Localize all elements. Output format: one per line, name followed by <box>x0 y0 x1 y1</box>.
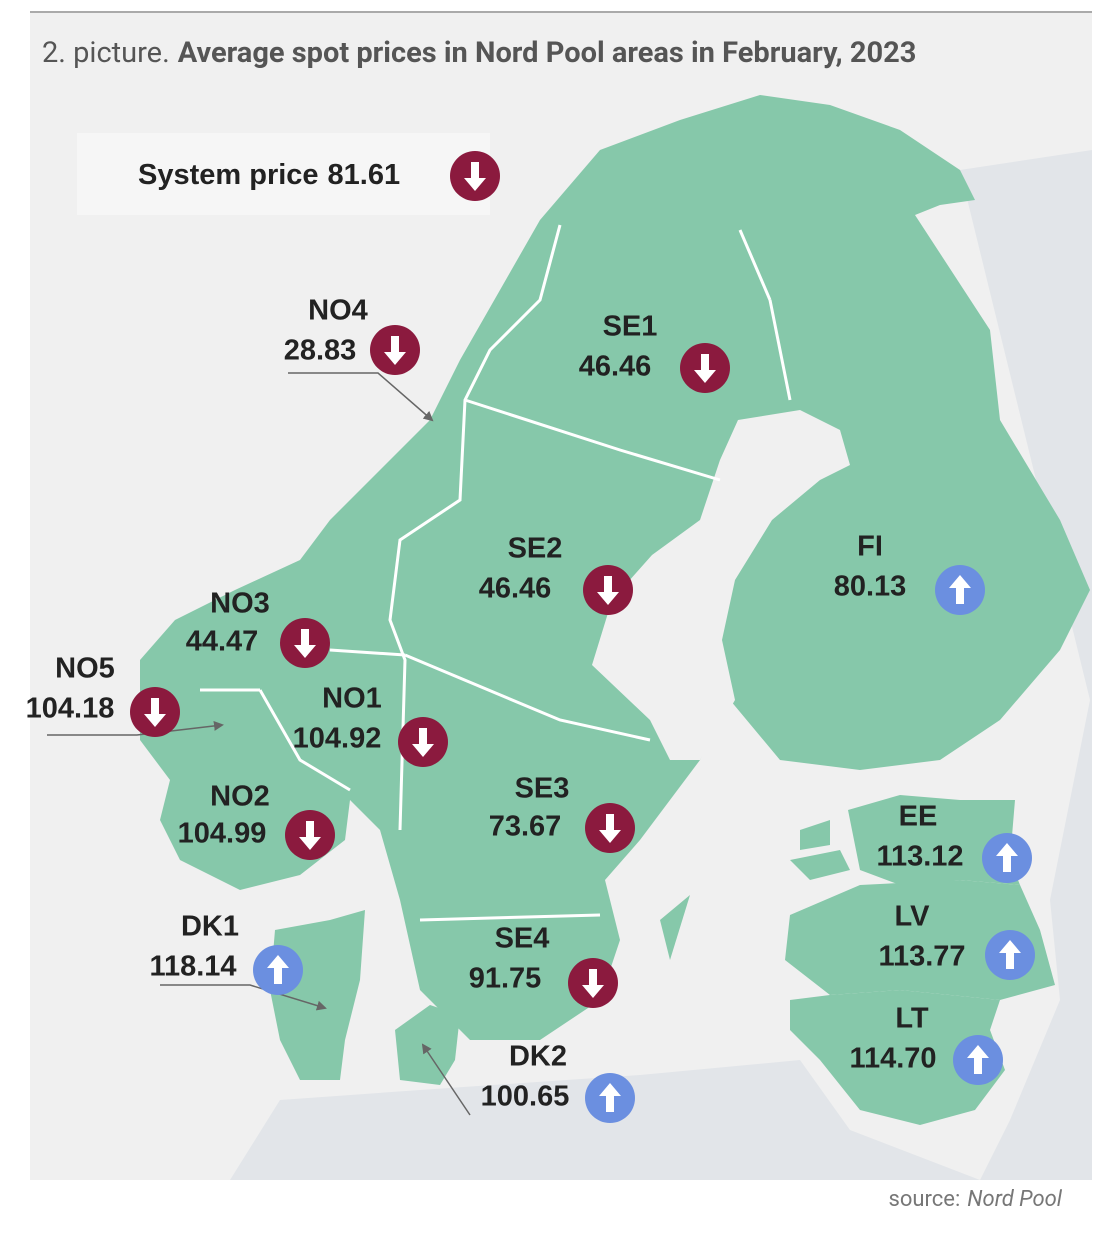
area-name: DK2 <box>509 1041 567 1073</box>
neighbour-land <box>960 150 1092 1180</box>
icon-arrow <box>694 354 716 383</box>
system-price-box <box>77 133 490 215</box>
land-islands <box>790 820 850 880</box>
icon-arrow <box>949 575 971 604</box>
title-prefix: 2. picture. <box>42 36 170 70</box>
area-price: 46.46 <box>579 351 652 383</box>
area-name: NO4 <box>308 295 368 327</box>
area-borders <box>200 224 792 922</box>
area-name: LV <box>895 901 931 933</box>
icon-arrow <box>267 955 289 984</box>
trend-down-icon <box>583 565 633 615</box>
system-price-label: System price <box>138 159 319 191</box>
trend-down-icon <box>280 618 330 668</box>
trend-down-icon <box>285 810 335 860</box>
area-name: NO5 <box>55 653 115 685</box>
land-estonia <box>848 795 1020 885</box>
trend-up-icon <box>585 1073 635 1123</box>
trend-up-icon <box>935 565 985 615</box>
area-price: 91.75 <box>469 963 542 995</box>
area-price: 28.83 <box>284 335 357 367</box>
area-price: 73.67 <box>489 811 562 843</box>
area-price: 100.65 <box>481 1081 570 1113</box>
system-price-value: 81.61 <box>328 159 401 191</box>
area-price: 104.99 <box>178 818 267 850</box>
trend-up-icon <box>982 833 1032 883</box>
land-gotland <box>660 895 690 960</box>
area-name: SE4 <box>495 923 550 955</box>
icon-arrow <box>597 576 619 605</box>
trend-down-icon <box>568 958 618 1008</box>
leader-line <box>47 720 224 736</box>
trend-down-icon <box>398 717 448 767</box>
trend-down-icon <box>585 803 635 853</box>
area-name: NO2 <box>210 781 270 813</box>
area-price: 46.46 <box>479 573 552 605</box>
area-price: 113.77 <box>878 941 965 973</box>
icon-arrow <box>967 1045 989 1074</box>
area-price: 114.70 <box>849 1043 936 1075</box>
area-name: SE1 <box>603 311 658 343</box>
icon-arrow <box>464 162 486 191</box>
trend-down-icon <box>370 325 420 375</box>
icon-arrow <box>412 728 434 757</box>
trend-up-icon <box>253 945 303 995</box>
area-price: 104.92 <box>293 723 382 755</box>
area-price: 118.14 <box>149 951 236 983</box>
trend-up-icon <box>953 1035 1003 1085</box>
area-name: FI <box>857 531 883 563</box>
title-text: Average spot prices in Nord Pool areas i… <box>178 36 917 70</box>
title: 2. picture. Average spot prices in Nord P… <box>42 36 916 70</box>
source: source: Nord Pool <box>889 1187 1063 1212</box>
source-prefix: source: <box>889 1187 961 1212</box>
area-name: SE3 <box>515 773 570 805</box>
land-lithuania <box>790 990 1005 1125</box>
icon-arrow <box>599 1083 621 1112</box>
trend-down-icon <box>680 343 730 393</box>
icon-arrow <box>996 843 1018 872</box>
land-latvia <box>785 880 1055 1000</box>
icon-arrow <box>299 821 321 850</box>
leader-line <box>421 1043 471 1116</box>
system-price: System price 81.61 <box>138 159 400 191</box>
area-price: 80.13 <box>834 571 907 603</box>
area-name: DK1 <box>181 911 239 943</box>
area-price: 113.12 <box>876 841 963 873</box>
leader-line <box>160 984 327 1011</box>
trend-up-icon <box>985 930 1035 980</box>
area-name: SE2 <box>508 533 563 565</box>
area-price: 44.47 <box>186 626 259 658</box>
leader-line <box>288 372 434 422</box>
icon-arrow <box>294 629 316 658</box>
area-name: NO3 <box>210 588 270 620</box>
area-name: LT <box>895 1003 929 1035</box>
icon-arrow <box>384 336 406 365</box>
area-name: NO1 <box>322 683 382 715</box>
source-name: Nord Pool <box>967 1187 1063 1212</box>
area-name: EE <box>899 801 938 833</box>
trend-down-icon <box>130 687 180 737</box>
trend-down-icon <box>450 151 500 201</box>
area-price: 104.18 <box>26 693 115 725</box>
icon-arrow <box>582 969 604 998</box>
icon-arrow <box>999 940 1021 969</box>
icon-arrow <box>599 814 621 843</box>
icon-arrow <box>144 698 166 727</box>
gulf-of-bothnia <box>592 410 850 760</box>
